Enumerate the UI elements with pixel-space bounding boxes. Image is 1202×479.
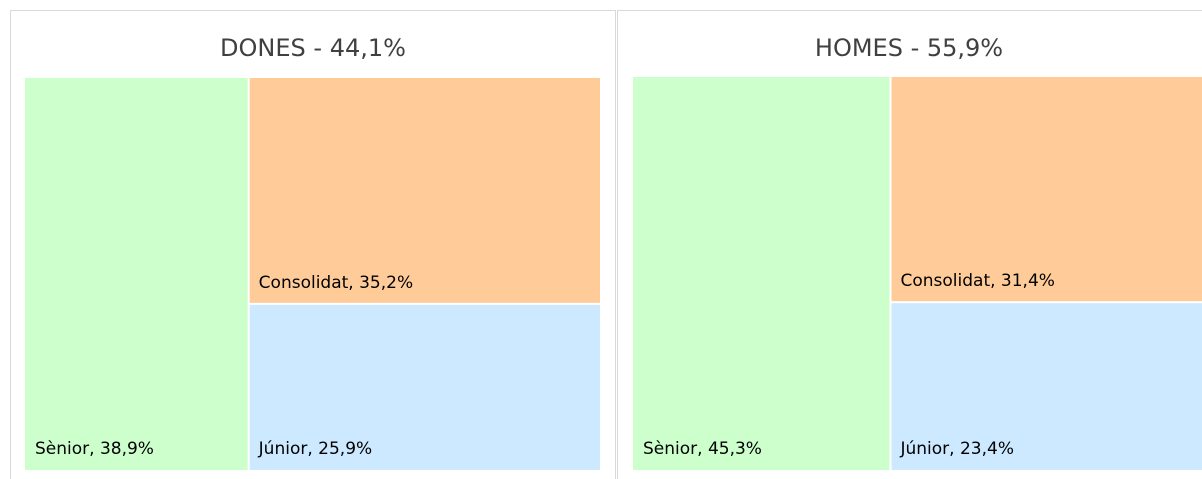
- chart-title: DONES - 44,1%: [220, 34, 406, 62]
- tile: [633, 77, 890, 470]
- tile: [249, 304, 601, 470]
- tile-label: Júnior, 25,9%: [258, 439, 373, 459]
- tile-label: Sènior, 38,9%: [35, 439, 154, 459]
- tile: [249, 78, 601, 303]
- panel-border: [617, 10, 1202, 479]
- tile: [891, 303, 1202, 470]
- panel-border: [10, 10, 616, 479]
- chart-title: HOMES - 55,9%: [815, 34, 1003, 62]
- tile-label: Sènior, 45,3%: [643, 439, 762, 459]
- tile: [891, 77, 1202, 302]
- tile-label: Consolidat, 35,2%: [259, 273, 413, 293]
- tile-label: Consolidat, 31,4%: [900, 271, 1054, 291]
- tile-label: Júnior, 23,4%: [899, 439, 1014, 459]
- tile: [25, 78, 248, 470]
